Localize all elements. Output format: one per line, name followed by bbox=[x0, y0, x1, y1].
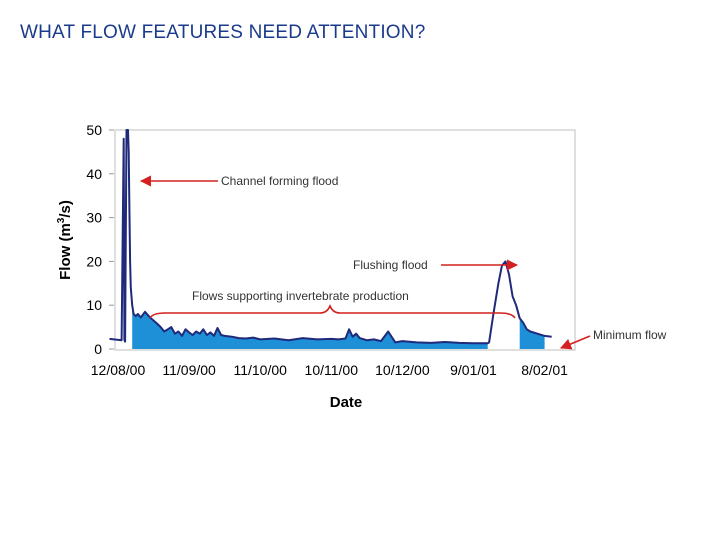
x-tick-label: 10/12/00 bbox=[375, 362, 430, 378]
y-tick-label: 20 bbox=[86, 253, 102, 269]
y-tick-label: 50 bbox=[86, 122, 102, 138]
y-tick-label: 40 bbox=[86, 166, 102, 182]
x-axis-ticks: 12/08/00 11/09/00 11/10/00 10/11/00 10/12/00… bbox=[91, 362, 568, 378]
minimum-flow-arrow bbox=[559, 335, 591, 350]
x-tick-label: 10/11/00 bbox=[305, 362, 359, 378]
x-tick-label: 12/08/00 bbox=[91, 362, 146, 378]
y-tick-label: 0 bbox=[94, 341, 102, 357]
invertebrate-flows-label: Flows supporting invertebrate production bbox=[192, 289, 409, 303]
x-axis-label: Date bbox=[330, 394, 363, 411]
invertebrate-flows-brace bbox=[149, 303, 516, 319]
minimum-flow-label: Minimum flow bbox=[593, 328, 667, 342]
x-tick-label: 11/09/00 bbox=[162, 362, 216, 378]
y-tick-label: 10 bbox=[86, 297, 102, 313]
x-tick-label: 11/10/00 bbox=[233, 362, 287, 378]
flow-series-line bbox=[109, 129, 552, 345]
y-axis-ticks: 0 10 20 30 40 50 bbox=[86, 122, 114, 357]
x-tick-label: 8/02/01 bbox=[521, 362, 568, 378]
plot-frame bbox=[114, 129, 576, 351]
slide-title: WHAT FLOW FEATURES NEED ATTENTION? bbox=[20, 22, 426, 43]
y-tick-label: 30 bbox=[86, 210, 102, 226]
x-tick-label: 9/01/01 bbox=[450, 362, 497, 378]
flushing-flood-label: Flushing flood bbox=[353, 258, 428, 272]
channel-flood-label: Channel forming flood bbox=[221, 174, 338, 188]
y-axis-label-superscript: 3 bbox=[56, 217, 67, 223]
y-axis-label: Flow (m3/s) bbox=[56, 200, 74, 280]
